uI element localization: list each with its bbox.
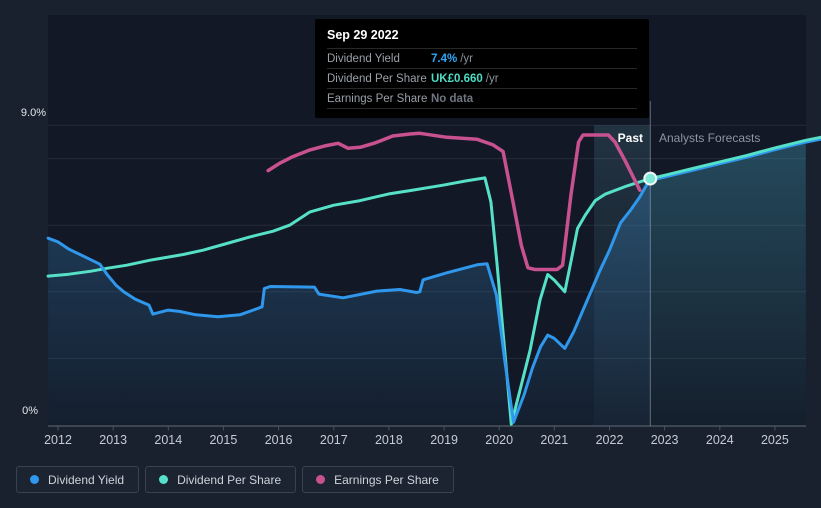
tooltip-row-earnings-per-share: Earnings Per Share No data — [327, 88, 637, 109]
y-axis-min-label: 0% — [22, 405, 38, 417]
dividend-yield-line — [46, 177, 652, 424]
x-tick-label: 2018 — [375, 433, 403, 447]
dividend-yield-forecast-line — [648, 137, 821, 182]
tooltip-row-dividend-yield: Dividend Yield 7.4% /yr — [327, 48, 637, 68]
chart-tooltip: Sep 29 2022 Dividend Yield 7.4% /yr Divi… — [315, 19, 649, 118]
x-tick-label: 2015 — [209, 433, 237, 447]
tooltip-value-suffix: /yr — [485, 72, 499, 85]
past-label: Past — [617, 131, 643, 145]
tooltip-label: Dividend Yield — [327, 52, 400, 65]
tooltip-label: Earnings Per Share — [327, 92, 428, 105]
dividend-per-share-dot-icon — [159, 475, 169, 484]
dividend-per-share-forecast-line — [648, 135, 821, 181]
x-tick-label: 2016 — [265, 433, 293, 447]
tooltip-row-dividend-per-share: Dividend Per Share UK£0.660 /yr — [327, 68, 637, 88]
x-tick-label: 2012 — [44, 433, 72, 447]
x-tick-label: 2014 — [154, 433, 182, 447]
y-axis-max-label: 9.0% — [20, 107, 46, 119]
legend-item-dividend-per-share[interactable]: Dividend Per Share — [145, 466, 297, 493]
forecast-label: Analysts Forecasts — [659, 131, 761, 145]
x-tick-label: 2021 — [540, 433, 568, 447]
x-tick-label: 2024 — [706, 433, 734, 447]
legend-label: Dividend Per Share — [177, 472, 282, 487]
tooltip-value: No data — [431, 92, 474, 105]
tooltip-value: 7.4% — [431, 52, 458, 65]
forecast-area — [650, 140, 806, 427]
legend-label: Earnings Per Share — [334, 472, 439, 487]
x-tick-label: 2019 — [430, 433, 458, 447]
tooltip-value-suffix: /yr — [460, 52, 473, 65]
x-tick-label: 2017 — [320, 433, 348, 447]
chart-legend: Dividend Yield Dividend Per Share Earnin… — [16, 466, 454, 493]
x-tick-label: 2020 — [485, 433, 513, 447]
x-tick-label: 2023 — [651, 433, 679, 447]
dividend-per-share-line — [46, 176, 652, 426]
x-tick-label: 2022 — [596, 433, 624, 447]
legend-item-earnings-per-share[interactable]: Earnings Per Share — [302, 466, 454, 493]
tooltip-date: Sep 29 2022 — [327, 28, 399, 42]
dividend-yield-area — [48, 178, 651, 426]
x-tick-label: 2013 — [99, 433, 127, 447]
x-tick-label: 2025 — [761, 433, 789, 447]
hover-marker-dot — [643, 171, 658, 186]
earnings-per-share-dot-icon — [316, 475, 326, 484]
tooltip-label: Dividend Per Share — [327, 72, 427, 85]
tooltip-value: UK£0.660 — [431, 72, 483, 85]
legend-item-dividend-yield[interactable]: Dividend Yield — [16, 466, 140, 493]
dividend-yield-dot-icon — [30, 475, 39, 484]
legend-label: Dividend Yield — [48, 472, 125, 487]
earnings-per-share-line — [266, 131, 642, 272]
